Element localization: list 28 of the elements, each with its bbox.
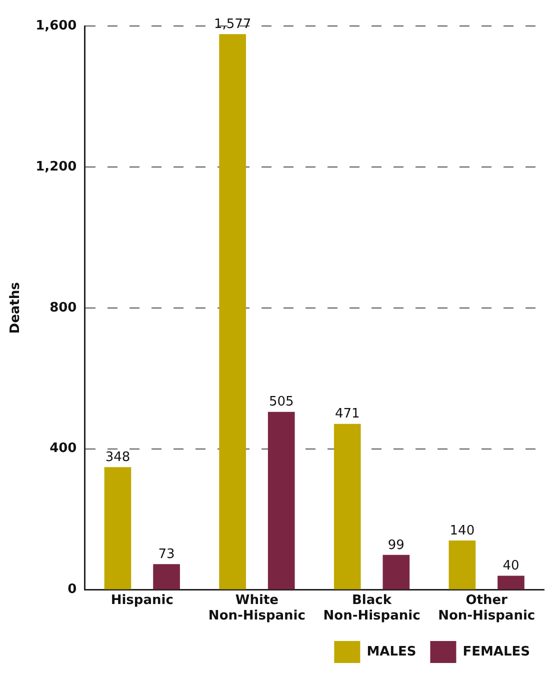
bar — [268, 412, 295, 590]
bar — [104, 467, 132, 590]
legend-label: FEMALES — [462, 644, 530, 660]
bar — [219, 34, 246, 590]
data-label: 73 — [158, 546, 175, 562]
data-label: 140 — [450, 523, 475, 538]
x-tick-label: Black Non-Hispanic — [323, 592, 420, 624]
bar — [153, 564, 180, 590]
data-label: 99 — [388, 538, 404, 553]
x-tick-label: Other Non-Hispanic — [438, 592, 536, 624]
bar — [448, 540, 476, 590]
x-tick-label: White Non-Hispanic — [208, 592, 306, 624]
bar — [334, 424, 361, 590]
data-label: 40 — [502, 558, 520, 574]
bar — [382, 554, 410, 590]
legend-label: MALES — [366, 644, 416, 660]
data-label: 1,577 — [214, 16, 252, 32]
x-tick-label: Hispanic — [110, 592, 174, 608]
data-label: 505 — [268, 394, 294, 410]
y-tick-label: 1,200 — [36, 159, 77, 174]
data-label: 348 — [105, 450, 130, 466]
y-tick-label: 400 — [50, 441, 77, 456]
y-tick-label: 1,600 — [36, 18, 77, 34]
bar — [498, 576, 524, 590]
y-tick-label: 800 — [50, 300, 77, 316]
y-tick-label: 0 — [68, 582, 77, 598]
y-axis-title: Deaths — [8, 282, 24, 334]
data-label: 471 — [334, 406, 360, 422]
